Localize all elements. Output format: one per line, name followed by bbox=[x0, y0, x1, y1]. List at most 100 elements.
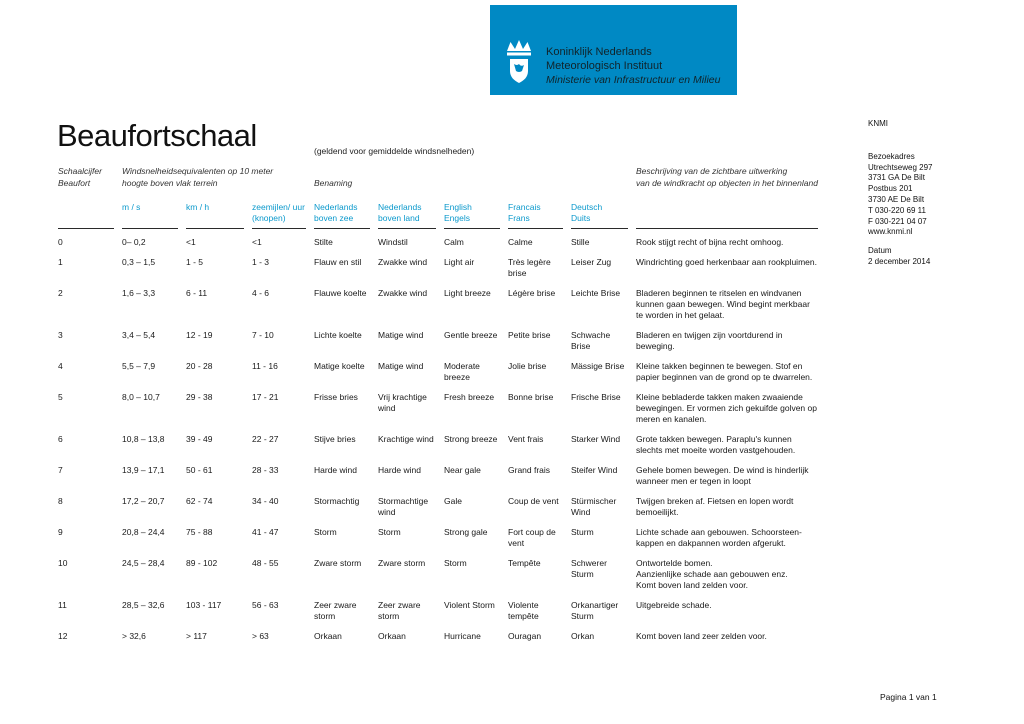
cell-description: Gehele bomen bewegen. De wind is hinderl… bbox=[636, 465, 809, 486]
cell-ms-range: 5,5 – 7,9 bbox=[122, 361, 156, 371]
date-value: 2 december 2014 bbox=[868, 256, 931, 266]
cell-name-nl-land: Zware storm bbox=[378, 558, 426, 568]
cell-description: Ontwortelde bomen. Aanzienlijke schade a… bbox=[636, 558, 788, 590]
cell-name-nl-sea: Harde wind bbox=[314, 465, 357, 475]
cell-ms-range: 20,8 – 24,4 bbox=[122, 527, 165, 537]
cell-name-english: Gentle breeze bbox=[444, 330, 498, 340]
cell-name-english: Fresh breeze bbox=[444, 392, 495, 402]
cell-name-nl-sea: Matige koelte bbox=[314, 361, 365, 371]
logo-org-line1: Koninklijk Nederlands bbox=[546, 46, 652, 58]
cell-kmh-range: 29 - 38 bbox=[186, 392, 213, 402]
header-rule bbox=[444, 228, 500, 229]
cell-name-nl-sea: Stormachtig bbox=[314, 496, 360, 506]
cell-name-nl-land: Zwakke wind bbox=[378, 288, 428, 298]
cell-kmh-range: 6 - 11 bbox=[186, 288, 208, 298]
header-rule bbox=[186, 228, 244, 229]
cell-knots-range: 56 - 63 bbox=[252, 600, 279, 610]
cell-name-english: Near gale bbox=[444, 465, 481, 475]
cell-beaufort-number: 9 bbox=[58, 527, 63, 537]
cell-name-nl-land: Storm bbox=[378, 527, 401, 537]
cell-description: Grote takken bewegen. Paraplu's kunnen s… bbox=[636, 434, 796, 455]
cell-name-nl-sea: Zware storm bbox=[314, 558, 362, 568]
contact-line: Postbus 201 bbox=[868, 184, 913, 194]
table-row: 3 3,4 – 5,4 12 - 19 7 - 10 Lichte koelte Mati… bbox=[58, 330, 830, 352]
cell-description: Kleine bebladerde takken maken zwaaiende… bbox=[636, 392, 817, 424]
table-row: 2 1,6 – 3,3 6 - 11 4 - 6 Flauwe koelte Zwakke… bbox=[58, 288, 830, 321]
cell-name-nl-land: Matige wind bbox=[378, 330, 424, 340]
cell-ms-range: 13,9 – 17,1 bbox=[122, 465, 165, 475]
cell-knots-range: <1 bbox=[252, 237, 262, 247]
contact-line: 3730 AE De Bilt bbox=[868, 194, 925, 204]
cell-name-english: Calm bbox=[444, 237, 464, 247]
cell-name-nl-land: Orkaan bbox=[378, 631, 406, 641]
table-row: 5 8,0 – 10,7 29 - 38 17 - 21 Frisse bries Vri… bbox=[58, 392, 830, 425]
cell-name-german: Mässige Brise bbox=[571, 361, 625, 371]
cell-name-french: Fort coup de vent bbox=[508, 527, 556, 548]
cell-description: Kleine takken beginnen te bewegen. Stof … bbox=[636, 361, 813, 382]
cell-beaufort-number: 2 bbox=[58, 288, 63, 298]
group-header-description: Beschrijving van de zichtbare uitwerking… bbox=[636, 166, 826, 189]
org-name: KNMI bbox=[868, 119, 888, 128]
cell-ms-range: 17,2 – 20,7 bbox=[122, 496, 165, 506]
cell-knots-range: 22 - 27 bbox=[252, 434, 279, 444]
cell-kmh-range: 12 - 19 bbox=[186, 330, 213, 340]
cell-beaufort-number: 10 bbox=[58, 558, 68, 568]
cell-name-french: Tempête bbox=[508, 558, 541, 568]
cell-name-nl-land: Harde wind bbox=[378, 465, 421, 475]
cell-ms-range: 28,5 – 32,6 bbox=[122, 600, 165, 610]
table-row: 9 20,8 – 24,4 75 - 88 41 - 47 Storm Storm Stro… bbox=[58, 527, 830, 549]
cell-beaufort-number: 5 bbox=[58, 392, 63, 402]
website-link[interactable]: www.knmi.nl bbox=[868, 227, 913, 237]
cell-description: Komt boven land zeer zelden voor. bbox=[636, 631, 767, 641]
cell-name-french: Calme bbox=[508, 237, 533, 247]
cell-description: Uitgebreide schade. bbox=[636, 600, 712, 610]
cell-ms-range: 24,5 – 28,4 bbox=[122, 558, 165, 568]
header-rule bbox=[571, 228, 628, 229]
cell-name-english: Gale bbox=[444, 496, 462, 506]
cell-kmh-range: 1 - 5 bbox=[186, 257, 204, 267]
cell-knots-range: > 63 bbox=[252, 631, 269, 641]
cell-ms-range: 10,8 – 13,8 bbox=[122, 434, 165, 444]
cell-beaufort-number: 8 bbox=[58, 496, 63, 506]
cell-kmh-range: 103 - 117 bbox=[186, 600, 222, 610]
cell-knots-range: 28 - 33 bbox=[252, 465, 279, 475]
cell-knots-range: 4 - 6 bbox=[252, 288, 270, 298]
cell-name-english: Moderate breeze bbox=[444, 361, 480, 382]
header-rule bbox=[122, 228, 178, 229]
column-header-nl-sea: Nederlands boven zee bbox=[314, 202, 358, 223]
header-rule bbox=[314, 228, 370, 229]
cell-name-french: Coup de vent bbox=[508, 496, 559, 506]
cell-kmh-range: 62 - 74 bbox=[186, 496, 213, 506]
cell-name-french: Bonne brise bbox=[508, 392, 554, 402]
header-underline-row bbox=[58, 228, 830, 229]
cell-name-english: Strong breeze bbox=[444, 434, 498, 444]
group-header-desc-line1: Beschrijving van de zichtbare uitwerking bbox=[636, 166, 788, 176]
cell-beaufort-number: 12 bbox=[58, 631, 68, 641]
cell-kmh-range: 75 - 88 bbox=[186, 527, 213, 537]
cell-ms-range: 1,6 – 3,3 bbox=[122, 288, 156, 298]
cell-name-nl-land: Windstil bbox=[378, 237, 408, 247]
table-row: 6 10,8 – 13,8 39 - 49 22 - 27 Stijve bries Kr… bbox=[58, 434, 830, 456]
cell-name-french: Jolie brise bbox=[508, 361, 547, 371]
cell-name-nl-sea: Flauw en stil bbox=[314, 257, 362, 267]
table-row: 11 28,5 – 32,6 103 - 117 56 - 63 Zeer zware … bbox=[58, 600, 830, 622]
cell-name-nl-sea: Flauwe koelte bbox=[314, 288, 367, 298]
cell-description: Twijgen breken af. Fietsen en lopen word… bbox=[636, 496, 794, 517]
cell-description: Bladeren en twijgen zijn voortdurend in … bbox=[636, 330, 783, 351]
table-row: 1 0,3 – 1,5 1 - 5 1 - 3 Flauw en stil Zwakke … bbox=[58, 257, 830, 279]
column-header-french: Francais Frans bbox=[508, 202, 541, 223]
contact-address-lines: Utrechtseweg 297 3731 GA De Bilt Postbus 2… bbox=[868, 163, 1018, 239]
contact-line: Utrechtseweg 297 bbox=[868, 162, 933, 172]
contact-line: T 030-220 69 11 bbox=[868, 205, 926, 215]
cell-name-nl-sea: Zeer zware storm bbox=[314, 600, 357, 621]
cell-name-german: Sturm bbox=[571, 527, 594, 537]
cell-kmh-range: 39 - 49 bbox=[186, 434, 213, 444]
group-header-scale-line2: Beaufort bbox=[58, 177, 91, 188]
group-header-speed-line2: hoogte boven vlak terrein bbox=[122, 177, 218, 188]
cell-name-english: Storm bbox=[444, 558, 467, 568]
table-row: 0 0– 0,2 <1 <1 Stilte Windstil Calm Calme Stille… bbox=[58, 237, 830, 248]
logo-org-line2: Meteorologisch Instituut bbox=[546, 60, 663, 72]
cell-name-german: Leichte Brise bbox=[571, 288, 621, 298]
column-header-knots: zeemijlen/ uur (knopen) bbox=[252, 202, 305, 223]
